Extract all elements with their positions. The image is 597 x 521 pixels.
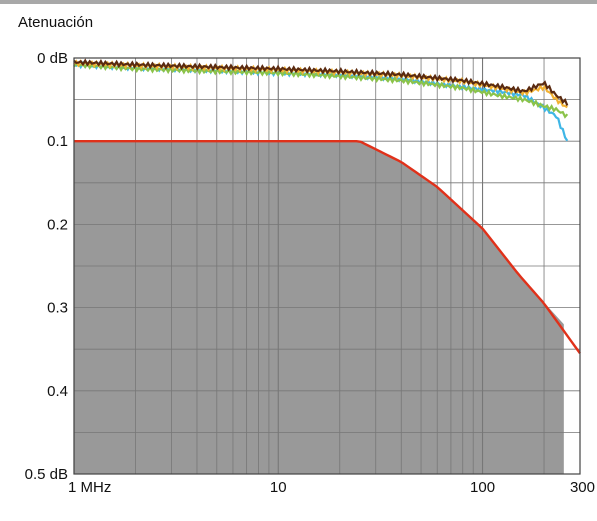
plot-frame-layer xyxy=(73,57,581,475)
top-strip xyxy=(0,0,597,4)
limit-line-layer xyxy=(74,140,581,355)
y-tick-label: 0.3 xyxy=(47,300,68,317)
y-tick-label: 0.5 dB xyxy=(25,466,68,483)
y-tick-label: 0.2 xyxy=(47,216,68,233)
y-axis-label: Atenuación xyxy=(18,14,93,31)
series-layer xyxy=(73,58,569,142)
limit-line xyxy=(74,140,581,355)
x-tick-label: 1 MHz xyxy=(68,479,111,496)
x-tick-label: 300 xyxy=(570,479,595,496)
y-tick-label: 0 dB xyxy=(37,50,68,67)
tick-label-layer: 0 dB 0.1 0.2 0.3 0.4 0.5 dB1 MHz 10 100 300 xyxy=(25,50,595,496)
series-line-2 xyxy=(73,61,569,119)
y-tick-label: 0.4 xyxy=(47,383,68,400)
series-line-4 xyxy=(73,58,569,106)
y-tick-label: 0.1 xyxy=(47,133,68,150)
x-tick-label: 100 xyxy=(470,479,495,496)
x-tick-label: 10 xyxy=(270,479,287,496)
plot-frame xyxy=(73,57,581,475)
